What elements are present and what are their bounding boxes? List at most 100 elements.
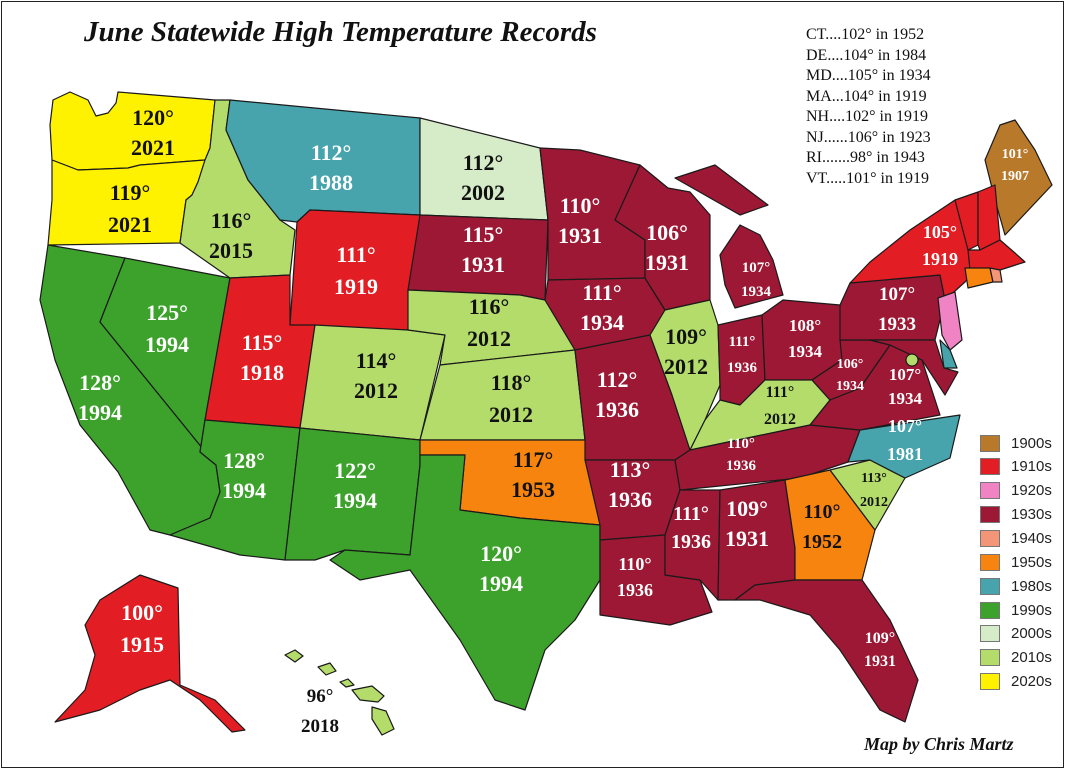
small-state-record: CT....102° in 1952 <box>806 26 925 43</box>
state-wy <box>289 209 421 331</box>
state-oh-year: 1934 <box>788 342 823 361</box>
state-nm-year: 1994 <box>333 488 377 513</box>
small-state-record: RI.......98° in 1943 <box>806 149 925 166</box>
state-ok-temp: 117° <box>513 447 554 472</box>
legend-swatch <box>980 458 1000 475</box>
state-id-year: 2015 <box>209 238 253 263</box>
state-ok-year: 1953 <box>511 477 555 502</box>
state-mn-temp: 110° <box>560 193 601 218</box>
state-dc <box>905 353 919 367</box>
state-ky-year: 2012 <box>764 411 796 428</box>
state-nc-year: 1981 <box>887 444 923 464</box>
state-hi <box>284 649 395 736</box>
state-or-temp: 119° <box>110 180 151 205</box>
legend-label: 1980s <box>1011 578 1052 595</box>
state-tn-temp: 110° <box>727 436 755 452</box>
small-state-record: MA...104° in 1919 <box>806 87 927 105</box>
state-ut-temp: 115° <box>242 330 283 355</box>
state-al-temp: 109° <box>726 496 768 521</box>
state-az-temp: 128° <box>223 448 265 473</box>
legend-swatch <box>980 578 1000 595</box>
legend-swatch <box>980 625 1000 642</box>
small-state-record: MD....105° in 1934 <box>806 67 931 84</box>
state-sc-temp: 113° <box>861 471 887 486</box>
legend-swatch <box>980 506 1000 523</box>
state-ga-year: 1952 <box>802 531 842 553</box>
state-tx-temp: 120° <box>480 541 522 566</box>
state-tx-year: 1994 <box>479 571 523 596</box>
state-ms-year: 1936 <box>671 531 711 553</box>
state-me-year: 1907 <box>1001 169 1029 184</box>
state-mt-year: 1988 <box>309 170 353 195</box>
state-pa-temp: 107° <box>879 284 915 305</box>
state-ny-temp: 105° <box>923 222 957 242</box>
state-or-year: 2021 <box>108 212 152 237</box>
state-ak-temp: 100° <box>121 600 163 625</box>
small-state-record: DE....104° in 1984 <box>806 46 927 64</box>
state-va-year: 1934 <box>888 389 923 408</box>
legend-item: 1900s <box>980 433 1064 453</box>
legend-label: 1930s <box>1011 506 1052 523</box>
state-nd-year: 2002 <box>461 180 505 205</box>
state-fl-temp: 109° <box>865 630 895 647</box>
small-state-record: NJ......106° in 1923 <box>806 128 931 146</box>
state-ga-temp: 110° <box>804 501 841 523</box>
state-wa-year: 2021 <box>131 135 175 160</box>
legend-swatch <box>980 649 1000 666</box>
state-ca-temp: 128° <box>79 370 121 395</box>
legend-swatch <box>980 482 1000 499</box>
legend-label: 2020s <box>1011 673 1052 690</box>
state-wa-temp: 120° <box>132 105 174 130</box>
legend-item: 1950s <box>980 552 1064 572</box>
state-wy-year: 1919 <box>334 274 378 299</box>
state-ut-year: 1918 <box>240 360 284 385</box>
state-mi-temp: 107° <box>742 260 771 276</box>
state-ct <box>964 267 994 289</box>
legend-swatch <box>980 602 1000 619</box>
state-wv-temp: 106° <box>837 357 864 372</box>
state-mo-temp: 112° <box>597 367 638 392</box>
state-ak <box>54 574 246 733</box>
state-il-temp: 109° <box>665 324 707 349</box>
state-ia-year: 1934 <box>580 310 624 335</box>
small-states-list: CT....102° in 1952 DE....104° in 1984 MD..… <box>806 25 931 189</box>
state-ar-year: 1936 <box>608 487 652 512</box>
legend-label: 2000s <box>1011 625 1052 642</box>
state-ne-temp: 116° <box>469 294 510 319</box>
state-hi-temp: 96° <box>307 686 334 707</box>
legend-label: 1910s <box>1011 458 1052 475</box>
state-nv-year: 1994 <box>145 332 189 357</box>
state-il-year: 2012 <box>664 354 708 379</box>
state-ks-year: 2012 <box>489 402 533 427</box>
state-ar-temp: 113° <box>610 457 651 482</box>
legend-item: 1910s <box>980 456 1064 476</box>
state-tx <box>329 454 601 711</box>
state-ri <box>989 267 1003 283</box>
state-mi-year: 1934 <box>741 284 772 300</box>
legend-item: 2020s <box>980 671 1064 691</box>
state-sc-year: 2012 <box>860 495 888 510</box>
legend-item: 1980s <box>980 576 1064 596</box>
state-de <box>939 339 958 369</box>
state-co <box>299 324 446 441</box>
state-sd-year: 1931 <box>461 252 505 277</box>
legend-item: 1920s <box>980 480 1064 500</box>
legend-label: 2010s <box>1011 649 1052 666</box>
state-co-temp: 114° <box>356 348 397 373</box>
legend-label: 1920s <box>1011 482 1052 499</box>
state-tn-year: 1936 <box>726 458 757 474</box>
state-ks-temp: 118° <box>491 370 532 395</box>
state-ia-temp: 111° <box>582 280 621 305</box>
state-la-year: 1936 <box>617 580 653 600</box>
legend-item: 1940s <box>980 528 1064 548</box>
state-nj <box>937 291 963 351</box>
state-la-temp: 110° <box>618 554 651 574</box>
state-oh-temp: 108° <box>789 316 821 335</box>
state-wi <box>614 164 711 311</box>
legend-label: 1990s <box>1011 602 1052 619</box>
map-credit: Map by Chris Martz <box>864 734 1014 754</box>
legend-item: 1930s <box>980 504 1064 524</box>
state-nd-temp: 112° <box>463 150 504 175</box>
